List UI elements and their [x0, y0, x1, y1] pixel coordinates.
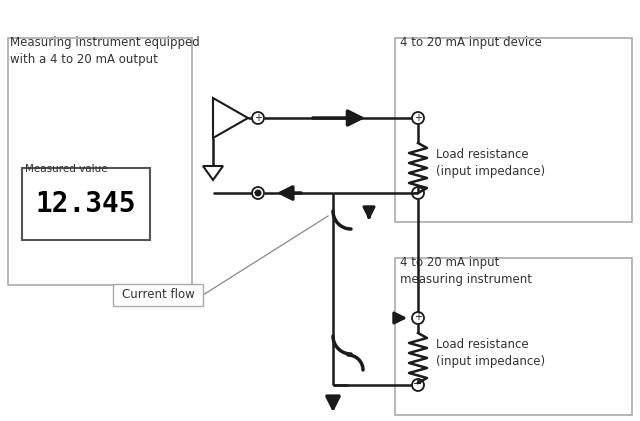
Text: +: + [414, 112, 422, 123]
Text: +: + [254, 112, 262, 123]
Text: −: − [413, 379, 422, 389]
Bar [22, 168, 150, 240]
Bar [395, 38, 632, 222]
Text: 4 to 20 mA input device: 4 to 20 mA input device [400, 36, 542, 49]
Text: 4 to 20 mA input
measuring instrument: 4 to 20 mA input measuring instrument [400, 256, 532, 286]
Text: Current flow: Current flow [122, 288, 195, 301]
Bar [8, 38, 192, 285]
Text: Measuring instrument equipped
with a 4 to 20 mA output: Measuring instrument equipped with a 4 t… [10, 36, 200, 66]
Text: Load resistance
(input impedance): Load resistance (input impedance) [436, 148, 545, 178]
Circle shape [255, 189, 262, 197]
Text: 12.345: 12.345 [36, 190, 136, 218]
Text: Load resistance
(input impedance): Load resistance (input impedance) [436, 338, 545, 368]
Text: Measured value: Measured value [25, 164, 108, 174]
Text: −: − [253, 187, 262, 197]
Text: −: − [413, 187, 422, 197]
FancyBboxPatch shape [113, 284, 203, 306]
Text: +: + [414, 312, 422, 322]
Bar [395, 258, 632, 415]
